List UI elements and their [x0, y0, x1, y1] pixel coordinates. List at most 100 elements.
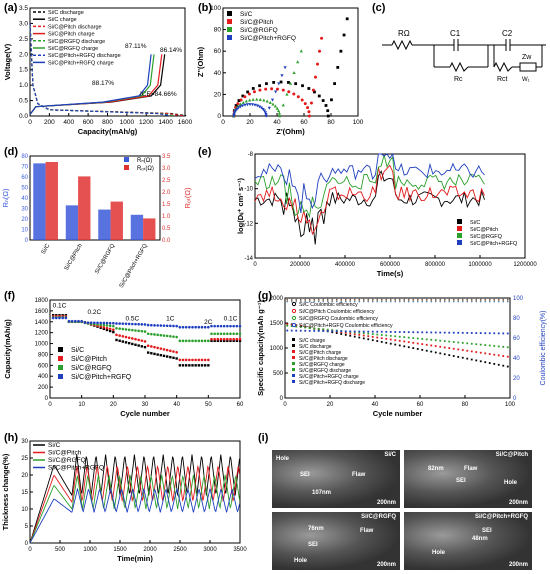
capacity-point — [403, 331, 406, 333]
data-point — [131, 342, 134, 346]
coulombic-point — [326, 300, 329, 303]
capacity-point — [295, 324, 298, 327]
legend-label: Si/C@Pitch charge — [299, 350, 342, 356]
data-point — [115, 327, 118, 330]
y-tick-label: -10 — [244, 187, 253, 193]
x-tick-label: 10 — [78, 402, 85, 408]
y-tick-label: 0 — [217, 113, 221, 120]
data-point — [184, 358, 188, 362]
capacity-point — [353, 330, 356, 333]
data-point — [309, 101, 313, 105]
data-point — [162, 354, 166, 358]
y-tick-label: 1.5 — [19, 67, 28, 74]
sem-label: 48nm — [472, 536, 488, 542]
data-point — [235, 337, 239, 341]
capacity-point — [493, 332, 496, 335]
y-tick-label-left: 0 — [25, 238, 29, 244]
capacity-point — [416, 337, 419, 340]
data-point — [188, 358, 191, 362]
data-point — [241, 104, 245, 108]
thickness-curve — [29, 474, 240, 544]
data-point — [245, 103, 250, 107]
y-tick-label-right: 0.0 — [162, 238, 171, 244]
data-point — [105, 326, 109, 330]
sem-label: Flaw — [464, 466, 478, 472]
capacity-point — [340, 331, 343, 334]
x-tick-label: 600 — [83, 119, 94, 126]
circuit-label: C1 — [450, 29, 461, 38]
data-point — [165, 348, 169, 352]
sem-label: Hole — [504, 480, 518, 486]
data-point — [261, 107, 265, 111]
data-point — [222, 332, 226, 336]
data-point — [270, 98, 275, 102]
legend-label: Si/C@Pitch — [71, 356, 107, 363]
legend-label: Si/C@Pitch — [240, 19, 274, 26]
data-point — [306, 106, 310, 110]
data-point — [137, 329, 140, 333]
data-point — [159, 333, 163, 337]
coulombic-point — [380, 300, 383, 303]
data-point — [181, 339, 185, 343]
legend-marker — [58, 365, 63, 370]
data-point — [226, 337, 229, 341]
data-point — [264, 114, 268, 118]
y-tick-label: 30 — [21, 439, 28, 445]
legend-label: Si/C@RGFQ — [240, 27, 278, 34]
capacity-point — [452, 355, 455, 357]
sem-label: SEI — [308, 542, 318, 548]
capacity-point — [439, 331, 442, 334]
capacity-point — [430, 338, 433, 341]
y-tick-label: -14 — [244, 256, 253, 262]
data-point — [140, 329, 144, 333]
data-point — [146, 351, 150, 354]
y-tick-label: 0 — [25, 541, 29, 547]
data-point — [127, 322, 131, 326]
capacity-point — [385, 334, 388, 337]
capacity-point — [308, 329, 311, 332]
capacity-point — [290, 325, 293, 328]
bar-rct — [78, 176, 91, 240]
legend-label: Si/C — [240, 11, 253, 18]
legend-label: Si/C@Pitch+RGFQ — [48, 465, 104, 472]
chart-b-nyquist: 0 20 40 60 80 100 0 20 40 60 80 100 Z'(Ohm) Z''(Ohm) S… — [196, 5, 364, 136]
data-point — [213, 337, 216, 341]
data-point — [178, 364, 182, 367]
data-point — [153, 345, 156, 349]
legend-marker — [292, 368, 295, 371]
data-point — [265, 99, 269, 103]
data-point — [137, 344, 140, 347]
y-tick-label: 1800 — [35, 298, 49, 304]
data-point — [232, 324, 235, 328]
y-axis-label: log(Dₗᵢ⁺ cm² s⁻¹) — [236, 177, 245, 234]
data-point — [153, 333, 156, 336]
data-point — [226, 324, 229, 328]
data-point — [178, 358, 182, 362]
x-tick-label: 30 — [142, 402, 149, 408]
data-point — [222, 337, 226, 341]
legend-label: Si/C@Pitch+RGFQ discharge — [299, 380, 365, 386]
y-tick-label: 200 — [38, 385, 49, 391]
capacity-point — [421, 348, 424, 351]
y-axis-label-left: Rₙ(Ω) — [1, 188, 10, 208]
x-tick-label: 0 — [253, 262, 257, 268]
capacity-point — [434, 339, 437, 342]
data-point — [191, 325, 194, 329]
capacity-point — [457, 355, 460, 358]
capacity-point — [439, 345, 442, 348]
data-point — [236, 102, 240, 106]
bar-rc — [130, 214, 144, 240]
capacity-point — [407, 336, 410, 339]
data-point — [277, 111, 282, 115]
legend-marker — [292, 344, 295, 347]
capacity-point — [371, 339, 374, 342]
y-tick-label: 15 — [21, 490, 28, 496]
data-point — [219, 337, 223, 341]
coulombic-point — [470, 300, 473, 303]
capacity-point — [416, 331, 419, 334]
legend-marker — [58, 374, 63, 379]
data-point — [216, 339, 220, 343]
data-point — [200, 339, 204, 343]
data-point — [229, 324, 232, 328]
data-point — [283, 66, 287, 70]
